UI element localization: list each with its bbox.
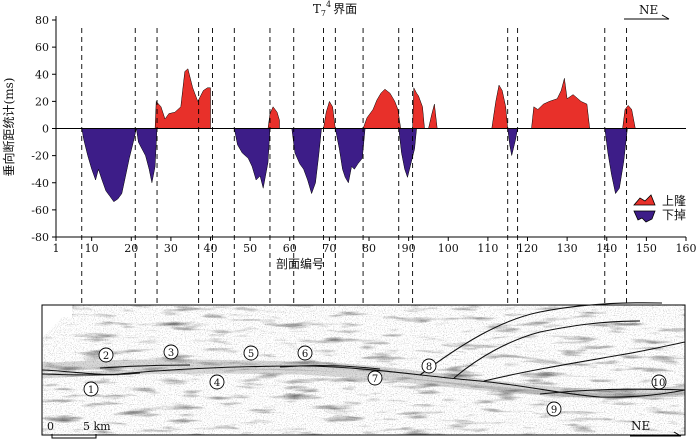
- fault-marker-3: [163, 344, 179, 360]
- y-tick-label: 40: [35, 68, 49, 81]
- fault-marker-1: [83, 381, 99, 397]
- uplift-area-9: [622, 105, 636, 129]
- y-tick-label: 20: [35, 95, 49, 108]
- x-tick-label: 70: [322, 242, 336, 255]
- legend-item-downthrow: 下掉: [633, 208, 686, 223]
- north-arrow-label: NE: [639, 3, 658, 17]
- y-tick-label: 60: [35, 41, 49, 54]
- fault-marker-label-5: 5: [248, 349, 254, 360]
- fault-line-1: [41, 372, 141, 376]
- scale-bar-zero: 0: [47, 420, 54, 433]
- x-tick-label: 90: [402, 242, 416, 255]
- scale-bar: 0 5 km: [47, 420, 111, 439]
- x-tick-label: 160: [676, 242, 697, 255]
- y-tick-label: -40: [31, 177, 49, 190]
- fault-markers: 1 2 3 4 5 6 7 8 9 10: [83, 344, 667, 417]
- legend-label-uplift: 上隆: [662, 193, 686, 208]
- fault-marker-5: [243, 345, 259, 361]
- downthrow-area-1: [81, 128, 137, 203]
- seismic-map-panel: 1 2 3 4 5 6 7 8 9 10 0 5 km NE: [41, 302, 686, 439]
- fault-line-6: [483, 341, 686, 382]
- fault-marker-9: [546, 401, 562, 417]
- y-axis-ticks: -80 -60 -40 -20 0 20 40 60 80: [31, 14, 56, 244]
- x-tick-label: 100: [438, 242, 459, 255]
- scale-bar-label: 5 km: [83, 420, 111, 433]
- x-tick-label: 10: [85, 242, 99, 255]
- x-tick-label: 60: [283, 242, 297, 255]
- north-arrow: NE: [624, 3, 670, 20]
- y-tick-label: -60: [31, 204, 49, 217]
- uplift-area-3: [323, 100, 336, 129]
- uplift-area-8: [531, 78, 590, 129]
- fault-marker-label-8: 8: [426, 362, 432, 373]
- y-tick-label: -80: [31, 231, 49, 244]
- throw-areas: [81, 68, 636, 203]
- uplift-area-6: [428, 104, 438, 129]
- downthrow-area-5: [334, 128, 366, 184]
- y-tick-label: 80: [35, 14, 49, 27]
- seismic-texture: [42, 305, 685, 435]
- legend-label-downthrow: 下掉: [662, 208, 686, 222]
- x-tick-label: 130: [557, 242, 578, 255]
- y-axis-label: 垂向断距统计(ms): [1, 78, 16, 177]
- x-tick-label: 150: [636, 242, 657, 255]
- x-tick-label: 120: [517, 242, 538, 255]
- x-tick-label: 40: [204, 242, 218, 255]
- legend-swatch-uplift: [633, 194, 656, 206]
- fault-marker-10: [651, 374, 667, 390]
- fault-line-4: [419, 302, 663, 376]
- x-tick-label: 140: [596, 242, 617, 255]
- x-axis-ticks: 1 10 20 30 40 50 60 70 80 90 100 110 120 130 140 150 160: [53, 237, 697, 255]
- fault-marker-label-1: 1: [88, 385, 94, 396]
- fault-line-3: [279, 364, 381, 370]
- map-north-arrow-head: [673, 431, 682, 437]
- fault-marker-label-3: 3: [168, 348, 174, 359]
- scale-bar-line: [51, 434, 97, 439]
- map-north-arrow: NE: [630, 419, 682, 437]
- y-tick-label: -20: [31, 150, 49, 163]
- legend-item-uplift: 上隆: [633, 193, 686, 208]
- fault-marker-label-4: 4: [214, 378, 220, 389]
- fault-marker-label-6: 6: [302, 349, 308, 360]
- downthrow-area-3: [233, 128, 271, 189]
- x-tick-label: 20: [124, 242, 138, 255]
- north-arrow-head: [661, 14, 670, 20]
- fault-marker-2: [98, 347, 114, 363]
- fault-line-2: [99, 364, 191, 369]
- fault-marker-label-9: 9: [551, 405, 557, 416]
- fault-line-7: [539, 388, 686, 395]
- fault-marker-label-10: 10: [653, 378, 666, 389]
- fault-marker-label-2: 2: [103, 351, 109, 362]
- fault-marker-4: [209, 374, 225, 390]
- chart-title: T74 界面: [313, 0, 357, 18]
- map-north-arrow-label: NE: [631, 419, 650, 433]
- uplift-area-1: [154, 68, 211, 129]
- downthrow-area-4: [291, 128, 322, 195]
- x-tick-label: 1: [53, 242, 60, 255]
- legend-swatch-downthrow: [633, 210, 656, 223]
- fault-marker-7: [367, 370, 383, 386]
- downthrow-area-6: [398, 128, 417, 179]
- y-tick-label: 0: [42, 123, 49, 136]
- downthrow-area-7: [507, 128, 518, 156]
- uplift-area-5: [412, 86, 425, 129]
- uplift-area-7: [491, 84, 508, 129]
- fault-line-5: [453, 320, 641, 379]
- fault-marker-label-7: 7: [372, 374, 378, 385]
- downthrow-area-8: [604, 128, 628, 195]
- x-tick-label: 80: [362, 242, 376, 255]
- fault-marker-8: [421, 358, 437, 374]
- fault-lines: [41, 302, 686, 398]
- x-tick-label: 110: [477, 242, 498, 255]
- legend: 上隆 下掉: [633, 193, 686, 223]
- uplift-area-4: [362, 88, 401, 129]
- fault-marker-6: [297, 345, 313, 361]
- x-tick-label: 30: [164, 242, 178, 255]
- x-axis-label: 剖面编号: [276, 256, 324, 271]
- x-tick-label: 50: [243, 242, 257, 255]
- downthrow-area-2: [136, 128, 158, 183]
